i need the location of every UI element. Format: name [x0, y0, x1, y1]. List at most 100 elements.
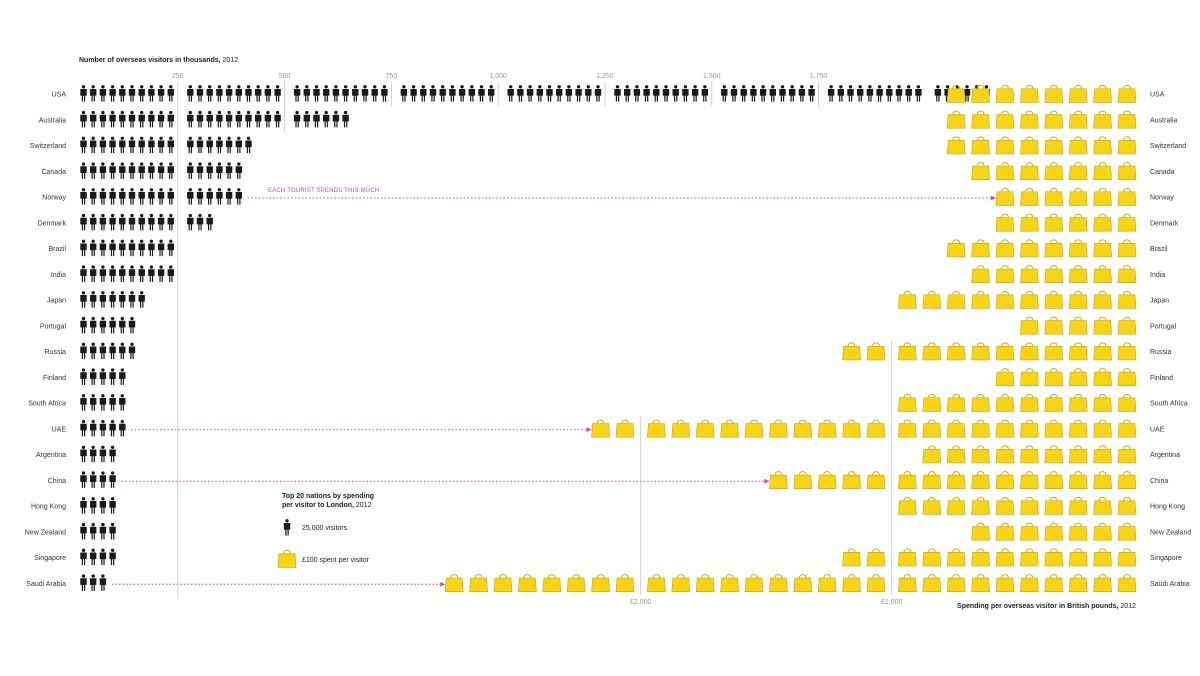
arrow-head [991, 195, 996, 201]
person-icon [80, 522, 87, 540]
bag-icon [1019, 84, 1039, 103]
person-icon [847, 85, 854, 102]
bag-icon [1093, 419, 1113, 438]
bag-icon [971, 342, 991, 361]
bag-icon [946, 445, 966, 464]
person-icon [187, 110, 194, 128]
bag-icon [995, 574, 1015, 593]
bag-icon [1044, 110, 1064, 129]
person-icon [109, 368, 116, 385]
person-icon [119, 110, 126, 128]
bag-icon [1093, 393, 1113, 412]
country-label-right: Norway [1150, 195, 1174, 202]
legend-bag-icon [277, 549, 297, 568]
person-icon [99, 265, 107, 282]
country-row: Denmark Denmark [38, 213, 1179, 232]
bag-icon [1019, 290, 1039, 309]
country-row: Brazil Brazil [48, 239, 1168, 258]
country-row: Japan Japan [47, 290, 1169, 309]
bag-icon [971, 136, 991, 155]
bag-icon [866, 419, 886, 438]
bag-icon [922, 548, 942, 567]
person-icon [546, 85, 553, 102]
person-icon [138, 213, 145, 231]
country-row: Russia Russia [45, 342, 1172, 361]
bag-icon [817, 419, 837, 438]
bag-icon [971, 522, 991, 541]
person-icon [90, 445, 97, 463]
country-label-left: Finland [43, 375, 66, 382]
country-label-right: Portugal [1150, 323, 1177, 330]
person-icon [167, 110, 174, 128]
person-icon [206, 162, 213, 179]
bag-icon [1117, 316, 1137, 335]
person-icon [99, 136, 107, 154]
bag-icon [1068, 548, 1088, 567]
person-icon [99, 548, 107, 566]
bag-icon [946, 393, 966, 412]
person-icon [187, 136, 194, 154]
country-label-left: Canada [41, 169, 66, 176]
bag-icon [1093, 187, 1113, 206]
person-icon [895, 85, 903, 102]
person-icon [99, 471, 107, 488]
person-icon [157, 188, 165, 205]
person-icon [594, 85, 602, 102]
bag-icon [1044, 393, 1064, 412]
spending-title: Spending per overseas visitor in British… [957, 603, 1136, 610]
country-label-right: Switzerland [1150, 143, 1186, 150]
person-icon [148, 265, 155, 282]
legend-title-line1: Top 20 nations by spending [282, 493, 374, 500]
person-icon [206, 213, 213, 231]
spend-axis-ticks: £1,000 £2,000 [630, 599, 903, 606]
bag-icon [793, 574, 813, 593]
bag-icon [1117, 368, 1137, 387]
person-icon [128, 136, 136, 154]
bag-icon [946, 496, 966, 515]
person-icon [90, 471, 97, 488]
bag-icon [720, 419, 740, 438]
person-icon [148, 188, 155, 205]
visitors-title: Number of overseas visitors in thousands… [79, 57, 238, 64]
bag-icon [1068, 239, 1088, 258]
bag-icon [946, 239, 966, 258]
bag-icon [971, 419, 991, 438]
person-icon [80, 110, 87, 128]
person-icon [99, 342, 107, 360]
person-icon [138, 136, 145, 154]
person-icon [789, 85, 796, 102]
bag-icon [1019, 445, 1039, 464]
visitor-tick-label: 750 [386, 73, 398, 80]
bag-icon [971, 393, 991, 412]
bag-icon [1044, 162, 1064, 181]
person-icon [701, 85, 708, 102]
bag-icon [1068, 265, 1088, 284]
bag-icon [1068, 342, 1088, 361]
bag-icon [1044, 84, 1064, 103]
bag-icon [922, 574, 942, 593]
bag-icon [1044, 265, 1064, 284]
person-icon [99, 188, 107, 205]
person-icon [157, 110, 165, 128]
person-icon [235, 110, 242, 128]
bag-icon [671, 419, 691, 438]
person-icon [119, 342, 126, 360]
arrow-head [586, 427, 592, 433]
bag-icon [1019, 393, 1039, 412]
person-icon [90, 522, 97, 540]
person-icon [682, 85, 689, 102]
person-icon [99, 291, 107, 308]
bag-icon [1068, 290, 1088, 309]
person-icon [109, 85, 116, 102]
person-icon [876, 85, 883, 102]
legend-title-line2: per visitor to London, 2012 [282, 502, 372, 509]
person-icon [206, 110, 213, 128]
bag-icon [946, 471, 966, 490]
bag-icon [922, 445, 942, 464]
person-icon [157, 136, 165, 154]
bag-icon [866, 342, 886, 361]
person-icon [886, 85, 893, 102]
person-icon [206, 188, 213, 205]
bag-icon [1044, 445, 1064, 464]
